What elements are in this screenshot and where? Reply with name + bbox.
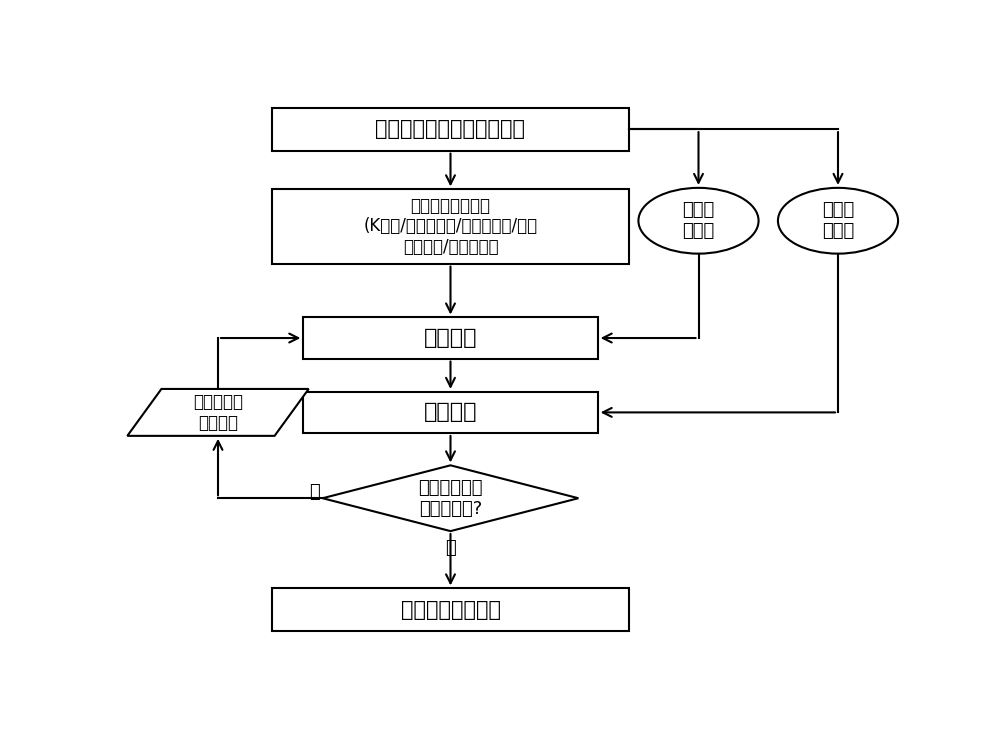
FancyBboxPatch shape (272, 588, 629, 632)
Text: 是: 是 (445, 539, 456, 557)
Text: 否: 否 (310, 484, 320, 502)
Text: 模型验证: 模型验证 (424, 403, 477, 423)
FancyBboxPatch shape (303, 317, 598, 359)
Text: 建立机器学习模型
(K近邻/贝叶斯网络/支持向量机/人工
神经网络/深度学习）: 建立机器学习模型 (K近邻/贝叶斯网络/支持向量机/人工 神经网络/深度学习） (363, 197, 538, 256)
FancyBboxPatch shape (272, 189, 629, 264)
FancyBboxPatch shape (272, 108, 629, 151)
Ellipse shape (778, 188, 898, 253)
FancyBboxPatch shape (303, 392, 598, 433)
Text: 模型准确度是
否达到预期?: 模型准确度是 否达到预期? (418, 478, 483, 518)
Polygon shape (127, 389, 309, 436)
Text: 验证数
据子集: 验证数 据子集 (822, 201, 854, 240)
Text: 第一故障诊断模型: 第一故障诊断模型 (400, 600, 501, 620)
Polygon shape (323, 465, 578, 531)
Text: 模型训练: 模型训练 (424, 328, 477, 348)
Text: 训练数
据子集: 训练数 据子集 (682, 201, 715, 240)
Ellipse shape (638, 188, 759, 253)
Text: 燃料电池电堆基准测试实验: 燃料电池电堆基准测试实验 (376, 119, 526, 139)
Text: 调整模型或
训练方法: 调整模型或 训练方法 (193, 393, 243, 432)
